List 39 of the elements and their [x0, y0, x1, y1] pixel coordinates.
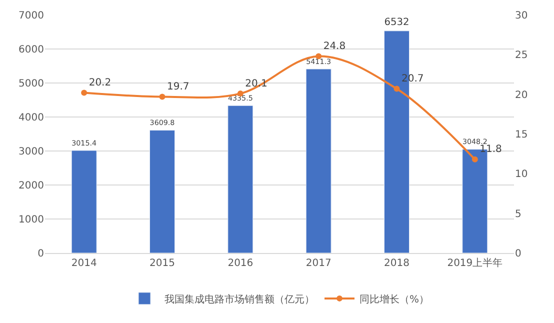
- bar: [149, 130, 176, 253]
- x-tick-label: 2016: [228, 258, 254, 269]
- y-tick-label: 2000: [18, 180, 44, 192]
- x-tick-label: 2014: [71, 258, 97, 269]
- data-label: 19.7: [167, 81, 190, 92]
- data-label: 11.8: [480, 144, 502, 156]
- data-label: 24.8: [323, 41, 346, 52]
- legend-label: 我国集成电路市场销售额（亿元）: [164, 293, 314, 306]
- bar: [228, 105, 254, 253]
- point: [394, 86, 400, 92]
- y2-tick-label: 30: [515, 10, 528, 22]
- data-label: 6532: [384, 16, 410, 28]
- data-label: 20.2: [88, 78, 112, 88]
- legend-label: 同比增长（%）: [360, 293, 430, 306]
- point: [472, 156, 478, 162]
- bar: [71, 150, 97, 253]
- y2-tick-label: 0: [515, 248, 522, 260]
- data-label: 3609.8: [150, 118, 176, 128]
- x-tick-label: 2015: [150, 258, 175, 269]
- y2-tick-label: 15: [515, 130, 528, 140]
- x-tick-label: 2017: [306, 258, 332, 269]
- point: [81, 90, 88, 96]
- y-tick-label: 4000: [18, 112, 44, 124]
- y2-tick-label: 10: [515, 169, 528, 180]
- y-tick-label: 7000: [18, 10, 44, 22]
- y2-tick-label: 25: [515, 50, 528, 62]
- x-tick-label: 2018: [384, 258, 410, 269]
- x-tick-label: 2019上半年: [447, 257, 503, 269]
- y-tick-label: 1000: [18, 214, 44, 226]
- y-tick-label: 6000: [18, 44, 44, 56]
- y2-tick-label: 20: [515, 90, 528, 101]
- y-tick-label: 3000: [18, 146, 44, 158]
- data-label: 3015.4: [72, 138, 98, 148]
- data-label: 5411.3: [306, 56, 332, 66]
- y-tick-label: 5000: [18, 78, 44, 90]
- point: [159, 94, 166, 100]
- bar: [306, 68, 332, 253]
- y-tick-label: 0: [38, 248, 44, 260]
- y2-tick-label: 5: [515, 208, 522, 220]
